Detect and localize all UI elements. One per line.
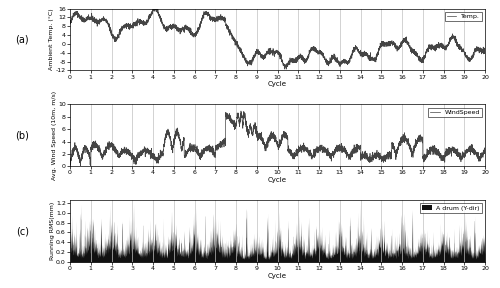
Y-axis label: Ambient Temp. (°C): Ambient Temp. (°C): [50, 9, 54, 70]
Y-axis label: Avg. Wind Speed (10m, m/s): Avg. Wind Speed (10m, m/s): [52, 91, 57, 180]
Legend: WindSpeed: WindSpeed: [428, 108, 482, 117]
Text: (a): (a): [16, 35, 29, 45]
Legend: Temp.: Temp.: [445, 12, 482, 21]
Y-axis label: Running RMS(mm): Running RMS(mm): [50, 202, 54, 260]
Legend: A drum (Y-dir): A drum (Y-dir): [420, 203, 482, 213]
X-axis label: Cycle: Cycle: [268, 273, 287, 278]
X-axis label: Cycle: Cycle: [268, 81, 287, 87]
Text: (c): (c): [16, 226, 29, 236]
X-axis label: Cycle: Cycle: [268, 177, 287, 183]
Text: (b): (b): [16, 130, 29, 140]
